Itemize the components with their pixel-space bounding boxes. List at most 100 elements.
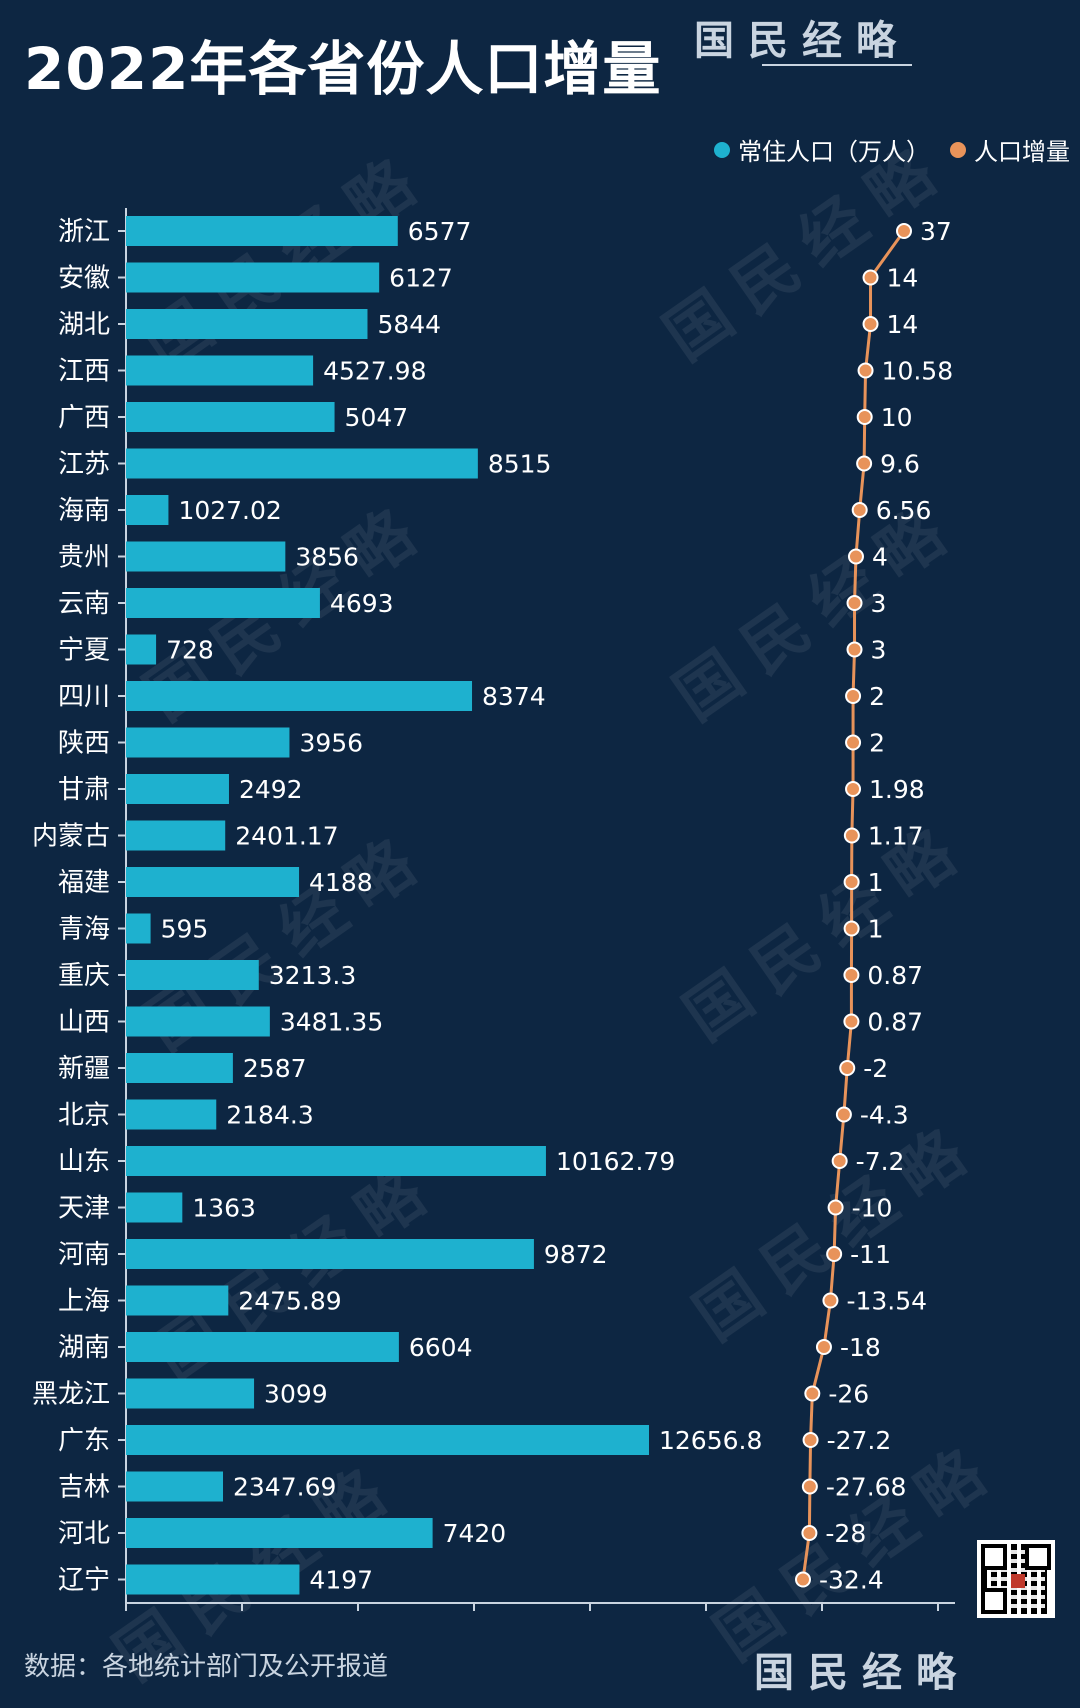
category-label: 海南 <box>58 496 110 526</box>
growth-data-label: -28 <box>825 1519 866 1548</box>
qr-code <box>977 1540 1055 1618</box>
population-bar <box>126 1471 224 1502</box>
growth-data-label: -27.68 <box>826 1473 907 1502</box>
growth-data-label: 10.58 <box>882 357 954 386</box>
population-data-label: 4527.98 <box>323 357 426 386</box>
growth-point <box>846 641 863 658</box>
population-bar <box>126 634 157 665</box>
growth-point <box>856 455 873 472</box>
growth-point <box>815 1339 832 1355</box>
population-bar <box>126 1146 546 1176</box>
growth-data-label: 3 <box>871 589 887 618</box>
qr-finder <box>981 1544 1007 1570</box>
population-data-label: 5047 <box>345 403 409 432</box>
category-label: 江西 <box>58 357 110 387</box>
population-data-label: 2347.69 <box>233 1473 336 1502</box>
population-data-label: 6577 <box>408 217 472 246</box>
population-bar <box>126 1378 255 1409</box>
population-data-label: 6604 <box>409 1333 473 1362</box>
growth-point <box>839 1060 856 1076</box>
population-data-label: 3856 <box>295 543 359 572</box>
growth-point <box>896 223 912 239</box>
growth-point <box>831 1153 848 1169</box>
growth-point <box>826 1246 843 1262</box>
population-bar <box>126 960 259 990</box>
growth-line <box>801 230 906 1580</box>
category-label: 浙江 <box>58 217 110 247</box>
growth-point <box>843 827 860 844</box>
growth-data-label: 6.56 <box>876 496 932 525</box>
population-bar <box>126 1053 233 1083</box>
population-data-label: 1363 <box>192 1194 256 1223</box>
category-label: 宁夏 <box>58 636 110 666</box>
growth-data-label: 14 <box>887 310 919 339</box>
brand-underline <box>762 64 912 66</box>
growth-point <box>835 1106 852 1123</box>
category-label: 湖北 <box>58 310 110 340</box>
population-bar <box>126 402 335 432</box>
growth-point <box>856 409 873 425</box>
legend-label-population: 常住人口（万人） <box>738 138 930 166</box>
legend-dot-population <box>714 141 730 158</box>
population-bar <box>126 309 368 339</box>
population-data-label: 4693 <box>330 589 394 618</box>
population-bar <box>126 1099 217 1130</box>
category-label: 广东 <box>58 1426 110 1456</box>
growth-point <box>795 1571 811 1588</box>
growth-point <box>822 1292 839 1309</box>
brand-logo-bottom: 国民经略 <box>754 1649 970 1696</box>
growth-point <box>802 1432 819 1448</box>
category-label: 青海 <box>58 915 110 945</box>
population-bar <box>126 1006 270 1037</box>
population-bar <box>126 774 229 804</box>
category-label: 河南 <box>58 1240 110 1270</box>
population-data-label: 728 <box>166 636 214 665</box>
category-label: 吉林 <box>58 1473 110 1503</box>
growth-point <box>801 1525 818 1541</box>
growth-data-label: -4.3 <box>860 1101 909 1130</box>
population-bar <box>126 541 286 572</box>
population-data-label: 8374 <box>482 682 546 711</box>
population-data-label: 2401.17 <box>235 822 338 851</box>
population-data-label: 5844 <box>377 310 441 339</box>
population-bar <box>126 1518 433 1548</box>
growth-data-label: 0.87 <box>867 961 923 990</box>
category-label: 北京 <box>58 1101 110 1131</box>
growth-data-label: 1 <box>868 868 884 897</box>
growth-data-label: -7.2 <box>856 1147 905 1176</box>
population-bar <box>126 448 478 479</box>
growth-point <box>827 1199 844 1216</box>
population-bar <box>126 913 151 944</box>
legend-item-growth: 人口增量 <box>950 132 1070 167</box>
population-bar <box>126 588 320 618</box>
population-bar <box>126 1332 399 1362</box>
category-label: 甘肃 <box>58 775 110 805</box>
population-data-label: 3956 <box>299 729 363 758</box>
population-data-label: 2475.89 <box>238 1287 341 1316</box>
growth-data-label: 9.6 <box>880 450 920 479</box>
growth-data-label: 0.87 <box>867 1008 923 1037</box>
growth-point <box>845 781 862 797</box>
category-label: 福建 <box>58 868 110 898</box>
growth-data-label: -18 <box>840 1333 881 1362</box>
growth-point <box>804 1385 821 1402</box>
population-data-label: 8515 <box>488 450 552 479</box>
category-label: 上海 <box>58 1287 110 1317</box>
growth-data-label: 1 <box>868 915 884 944</box>
growth-data-label: 4 <box>872 543 888 572</box>
category-label: 新疆 <box>58 1054 110 1084</box>
population-bar <box>126 1425 649 1455</box>
population-data-label: 2184.3 <box>226 1101 313 1130</box>
population-bar <box>126 727 290 758</box>
population-data-label: 3213.3 <box>269 961 356 990</box>
category-label: 陕西 <box>58 729 110 759</box>
population-bar <box>126 216 398 246</box>
qr-finder <box>1025 1544 1051 1570</box>
growth-data-label: 10 <box>881 403 913 432</box>
legend-label-growth: 人口增量 <box>974 138 1070 166</box>
growth-point <box>857 362 874 379</box>
growth-data-label: -26 <box>828 1380 869 1409</box>
population-data-label: 10162.79 <box>556 1147 675 1176</box>
growth-data-label: -10 <box>852 1194 893 1223</box>
